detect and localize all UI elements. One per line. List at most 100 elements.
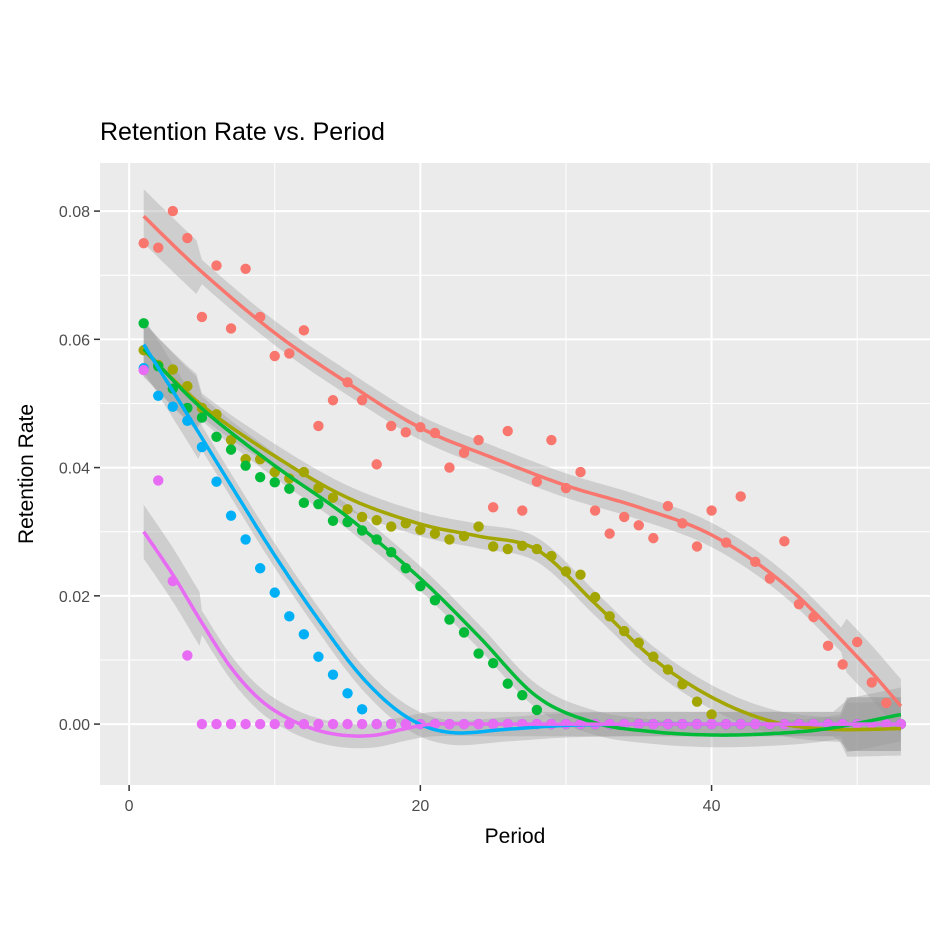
data-point [386, 521, 397, 532]
data-point [531, 476, 543, 487]
data-point [327, 515, 339, 527]
data-point [633, 520, 644, 531]
minor-gridlines [100, 163, 930, 785]
data-point [167, 205, 179, 217]
data-point [225, 323, 237, 334]
data-point [298, 629, 310, 640]
data-point [691, 696, 703, 707]
data-point [502, 678, 513, 689]
data-point [182, 232, 193, 244]
data-point [254, 472, 266, 483]
data-point [400, 427, 411, 438]
smooth-line [142, 530, 901, 738]
data-point [589, 505, 601, 516]
data-point [444, 462, 455, 473]
data-point [342, 688, 353, 699]
data-point [575, 466, 586, 478]
data-point [575, 569, 586, 580]
data-point [240, 460, 251, 471]
y-tick-label: 0.02 [59, 589, 90, 606]
data-point [822, 640, 834, 652]
data-point [473, 434, 484, 446]
x-tick-label: 0 [125, 798, 134, 815]
y-axis-label: Retention Rate [15, 404, 38, 544]
data-point [473, 521, 484, 532]
data-point [546, 434, 557, 446]
y-axis: 0.00 0.02 0.04 0.06 0.08 [59, 204, 100, 734]
data-point [240, 718, 251, 730]
data-point [167, 401, 179, 412]
data-point [254, 718, 266, 730]
data-point [342, 504, 353, 515]
data-point [371, 459, 382, 470]
smooth-line [142, 214, 903, 708]
confidence-band [143, 323, 901, 757]
data-point [735, 491, 746, 502]
data-point [327, 718, 339, 730]
data-point [619, 511, 630, 523]
y-tick-label: 0.08 [59, 204, 90, 221]
data-point [284, 483, 295, 494]
chart-title: Retention Rate vs. Period [100, 118, 385, 146]
data-point [444, 614, 455, 625]
confidence-band [143, 189, 901, 734]
data-point [313, 651, 324, 662]
data-point [196, 412, 208, 423]
data-point [458, 447, 470, 459]
data-point [429, 595, 441, 606]
data-point [356, 704, 368, 715]
data-point [444, 534, 455, 545]
data-point [356, 718, 368, 730]
data-point [327, 492, 339, 503]
data-point [182, 650, 193, 661]
data-point [211, 718, 222, 730]
data-point [356, 511, 368, 523]
data-point [196, 718, 208, 730]
data-point [502, 543, 513, 555]
data-point [327, 669, 339, 680]
y-tick-label: 0.06 [59, 332, 90, 349]
data-point [429, 528, 441, 539]
data-point [298, 325, 310, 336]
data-point [487, 657, 499, 669]
data-point [706, 709, 717, 720]
data-point [531, 704, 543, 716]
data-point [138, 237, 149, 249]
data-point [153, 475, 164, 486]
data-point [415, 581, 426, 592]
data-point [779, 536, 790, 547]
data-point [342, 718, 353, 730]
data-point [458, 627, 470, 638]
y-tick-label: 0.00 [59, 717, 90, 734]
data-point [371, 514, 382, 526]
data-point [211, 431, 222, 443]
data-point [881, 697, 892, 709]
data-point [386, 420, 397, 432]
data-point [225, 434, 237, 446]
data-point [269, 350, 280, 362]
data-point [269, 477, 280, 488]
data-point [648, 532, 659, 544]
data-point [662, 500, 674, 512]
data-point [225, 444, 237, 455]
smooth-line [142, 347, 902, 737]
y-tick-label: 0.04 [59, 461, 90, 478]
data-point [211, 476, 222, 487]
data-point [356, 395, 368, 406]
data-point [313, 718, 324, 730]
x-axis: 0 20 40 [125, 785, 721, 815]
data-point [269, 718, 280, 730]
data-point [327, 395, 339, 406]
data-point [487, 541, 499, 552]
data-point [837, 659, 848, 670]
smooth-lines [142, 214, 903, 738]
data-point [284, 348, 295, 359]
data-point [211, 260, 222, 271]
data-point [313, 498, 324, 510]
data-point [298, 497, 310, 509]
data-point [167, 364, 179, 375]
data-point [313, 420, 324, 432]
data-point [225, 510, 237, 521]
data-point [371, 718, 382, 730]
